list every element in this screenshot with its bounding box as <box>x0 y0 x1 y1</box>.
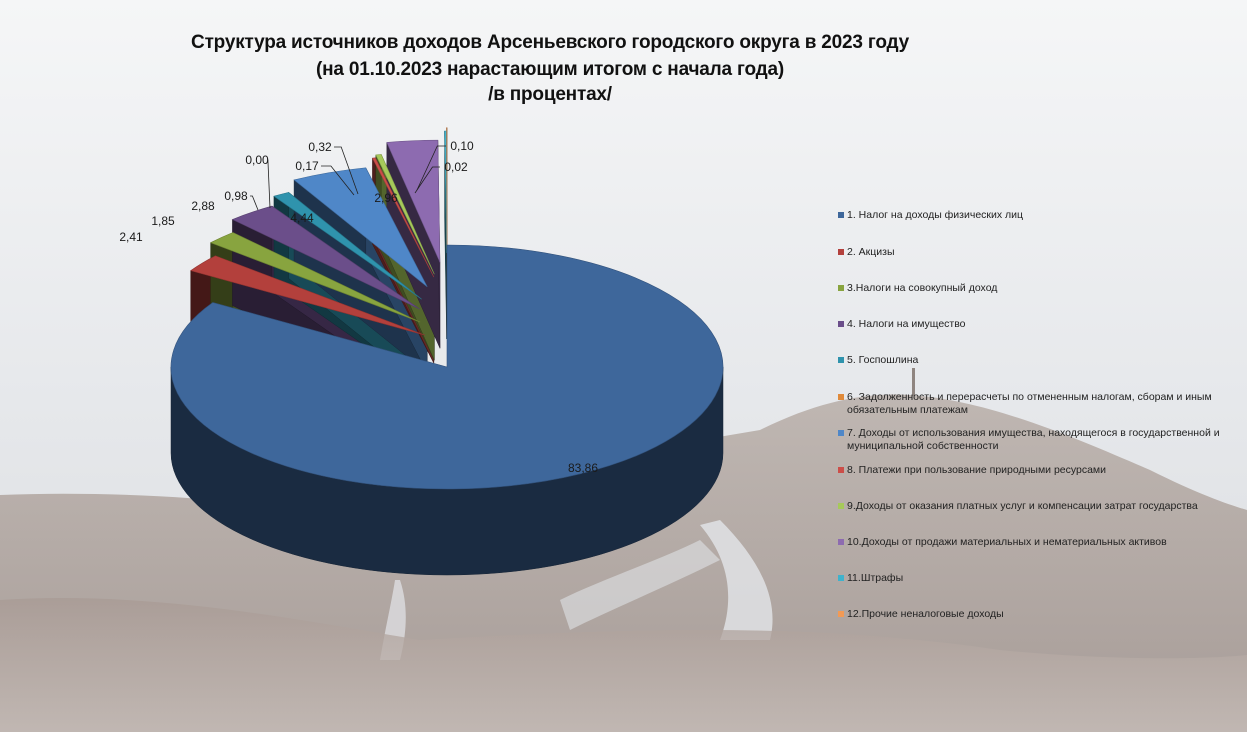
legend-item-6: 6. Задолженность и перерасчеты по отмене… <box>838 391 1238 417</box>
legend-item-9: 9.Доходы от оказания платных услуг и ком… <box>838 500 1238 513</box>
legend-item-11: 11.Штрафы <box>838 572 1238 585</box>
pie-slice-4 <box>231 205 420 310</box>
data-label-1: 83,86 <box>568 461 598 475</box>
legend-item-2: 2. Акцизы <box>838 246 1238 259</box>
legend-item-5: 5. Госпошлина <box>838 354 1238 367</box>
pie-slice-tops <box>170 127 724 490</box>
leader-line-12 <box>414 166 440 194</box>
data-label-3: 1,85 <box>151 214 175 228</box>
legend-swatch <box>838 611 844 617</box>
data-label-7: 4,44 <box>290 211 314 225</box>
legend-label: 11.Штрафы <box>847 572 904 584</box>
legend-label: 9.Доходы от оказания платных услуг и ком… <box>847 500 1198 512</box>
pie-slice-2 <box>190 255 426 336</box>
legend-label: 6. Задолженность и перерасчеты по отмене… <box>847 391 1212 416</box>
pie-slice-7 <box>293 167 428 288</box>
leader-line-5 <box>250 195 259 211</box>
leader-lines <box>250 145 446 211</box>
pie-slice-8 <box>371 157 435 278</box>
legend-label: 4. Налоги на имущество <box>847 318 966 330</box>
pie-slice-3 <box>209 232 421 323</box>
legend-item-10: 10.Доходы от продажи материальных и нема… <box>838 536 1238 549</box>
data-label-6: 0,00 <box>245 153 269 167</box>
legend-item-7: 7. Доходы от использования имущества, на… <box>838 427 1238 453</box>
legend-item-1: 1. Налог на доходы физических лиц <box>838 209 1238 222</box>
chart-title-line-3: /в процентах/ <box>488 84 612 105</box>
legend-label: 8. Платежи при пользование природными ре… <box>847 464 1107 476</box>
pie-slice-5 <box>273 192 422 300</box>
data-label-12: 0,02 <box>444 160 468 174</box>
legend-swatch <box>838 575 844 581</box>
legend-swatch <box>838 357 844 363</box>
legend-swatch <box>838 285 844 291</box>
leader-line-9 <box>334 146 359 195</box>
legend-swatch <box>838 539 844 545</box>
data-label-8: 0,17 <box>295 159 319 173</box>
leader-line-8 <box>321 165 355 196</box>
data-label-10: 2,96 <box>374 191 398 205</box>
legend-label: 3.Налоги на совокупный доход <box>847 282 998 294</box>
legend-label: 2. Акцизы <box>847 246 895 258</box>
legend-swatch <box>838 249 844 255</box>
legend-label: 1. Налог на доходы физических лиц <box>847 209 1024 221</box>
pie-slice-10 <box>386 139 441 263</box>
data-label-2: 2,41 <box>119 230 143 244</box>
pie-slice-9 <box>375 154 435 275</box>
legend-swatch <box>838 430 844 436</box>
chart-title-line-1: Структура источников доходов Арсеньевско… <box>191 32 909 53</box>
legend-swatch <box>838 321 844 327</box>
legend-item-8: 8. Платежи при пользование природными ре… <box>838 464 1238 477</box>
legend-item-4: 4. Налоги на имущество <box>838 318 1238 331</box>
legend-label: 7. Доходы от использования имущества, на… <box>847 427 1220 452</box>
pie-slice-1 <box>170 244 724 490</box>
data-labels: 83,86 2,41 1,85 2,88 0,98 0,00 4,44 0,17 0,32 2,9… <box>119 139 598 475</box>
data-label-5: 0,98 <box>224 189 248 203</box>
legend-swatch <box>838 394 844 400</box>
data-label-11: 0,10 <box>450 139 474 153</box>
legend-item-12: 12.Прочие неналоговые доходы <box>838 608 1238 621</box>
legend-label: 5. Госпошлина <box>847 354 919 366</box>
legend-swatch <box>838 212 844 218</box>
chart-title-line-2: (на 01.10.2023 нарастающим итогом с нача… <box>316 59 784 80</box>
legend-label: 10.Доходы от продажи материальных и нема… <box>847 536 1167 548</box>
data-label-4: 2,88 <box>191 199 215 213</box>
data-label-9: 0,32 <box>308 140 332 154</box>
leader-line-11 <box>416 145 446 191</box>
legend-item-3: 3.Налоги на совокупный доход <box>838 282 1238 295</box>
legend-label: 12.Прочие неналоговые доходы <box>847 608 1004 620</box>
leader-line-6 <box>267 159 271 209</box>
legend-swatch <box>838 467 844 473</box>
legend-swatch <box>838 503 844 509</box>
